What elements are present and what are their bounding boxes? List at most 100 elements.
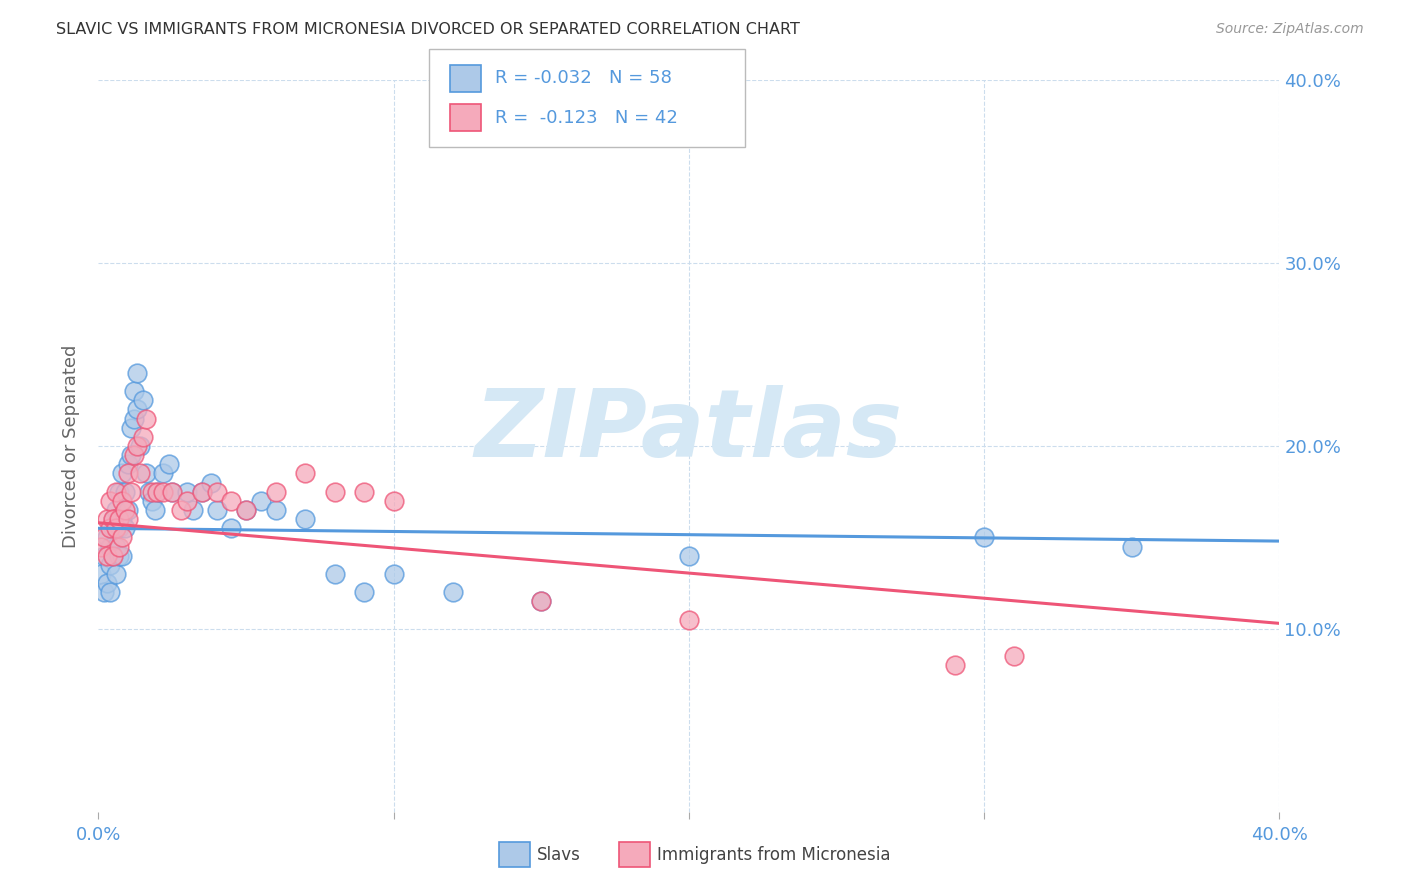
Point	[96, 530, 118, 544]
Point	[103, 521, 125, 535]
Point	[200, 475, 222, 490]
Point	[111, 549, 134, 563]
Point	[141, 484, 163, 499]
Point	[162, 484, 183, 499]
Point	[678, 549, 700, 563]
Point	[117, 512, 139, 526]
Point	[111, 494, 134, 508]
Point	[117, 467, 139, 481]
Point	[105, 567, 128, 582]
Point	[122, 384, 145, 398]
Point	[90, 540, 112, 554]
Point	[146, 484, 169, 499]
Point	[146, 484, 169, 499]
Point	[122, 411, 145, 425]
Point	[98, 521, 121, 535]
Point	[323, 484, 346, 499]
Y-axis label: Divorced or Separated: Divorced or Separated	[62, 344, 80, 548]
Point	[382, 567, 405, 582]
Point	[235, 503, 257, 517]
Point	[143, 503, 166, 517]
Point	[205, 484, 228, 499]
Text: R = -0.032   N = 58: R = -0.032 N = 58	[495, 70, 672, 87]
Point	[98, 558, 121, 572]
Point	[235, 503, 257, 517]
Point	[114, 521, 136, 535]
Text: Immigrants from Micronesia: Immigrants from Micronesia	[657, 846, 890, 863]
Point	[108, 484, 131, 499]
Point	[191, 484, 214, 499]
Point	[973, 530, 995, 544]
Point	[108, 512, 131, 526]
Point	[530, 594, 553, 608]
Point	[176, 484, 198, 499]
Point	[108, 521, 131, 535]
Text: Source: ZipAtlas.com: Source: ZipAtlas.com	[1216, 22, 1364, 37]
Point	[125, 402, 148, 417]
Point	[105, 503, 128, 517]
Point	[98, 494, 121, 508]
Point	[157, 457, 180, 471]
Point	[264, 503, 287, 517]
Text: ZIPatlas: ZIPatlas	[475, 385, 903, 477]
Point	[221, 494, 243, 508]
Text: R =  -0.123   N = 42: R = -0.123 N = 42	[495, 109, 678, 127]
Point	[103, 549, 125, 563]
Point	[128, 439, 150, 453]
Point	[1121, 540, 1143, 554]
Point	[176, 494, 198, 508]
Point	[114, 503, 136, 517]
Point	[120, 484, 142, 499]
Point	[120, 421, 142, 435]
Point	[108, 549, 131, 563]
Point	[152, 484, 174, 499]
Point	[141, 494, 163, 508]
Point	[205, 503, 228, 517]
Point	[93, 530, 115, 544]
Point	[103, 512, 125, 526]
Point	[353, 484, 375, 499]
Point	[530, 594, 553, 608]
Point	[162, 484, 183, 499]
Point	[264, 484, 287, 499]
Point	[93, 585, 115, 599]
Point	[114, 484, 136, 499]
Text: Slavs: Slavs	[537, 846, 581, 863]
Point	[191, 484, 214, 499]
Point	[132, 393, 155, 408]
Point	[294, 467, 316, 481]
Point	[111, 512, 134, 526]
Point	[117, 503, 139, 517]
Point	[96, 512, 118, 526]
Point	[90, 567, 112, 582]
Point	[135, 411, 157, 425]
Point	[98, 585, 121, 599]
Point	[221, 521, 243, 535]
Point	[353, 585, 375, 599]
Point	[125, 366, 148, 380]
Point	[1002, 649, 1025, 664]
Point	[105, 521, 128, 535]
Point	[128, 467, 150, 481]
Point	[96, 576, 118, 591]
Point	[125, 439, 148, 453]
Point	[250, 494, 273, 508]
Point	[117, 457, 139, 471]
Point	[943, 658, 966, 673]
Point	[93, 549, 115, 563]
Point	[122, 448, 145, 462]
Point	[108, 540, 131, 554]
Point	[132, 430, 155, 444]
Point	[120, 448, 142, 462]
Point	[323, 567, 346, 582]
Point	[181, 503, 204, 517]
Point	[96, 549, 118, 563]
Point	[678, 613, 700, 627]
Point	[111, 530, 134, 544]
Point	[111, 467, 134, 481]
Point	[170, 503, 193, 517]
Point	[103, 549, 125, 563]
Point	[105, 540, 128, 554]
Point	[103, 512, 125, 526]
Point	[98, 540, 121, 554]
